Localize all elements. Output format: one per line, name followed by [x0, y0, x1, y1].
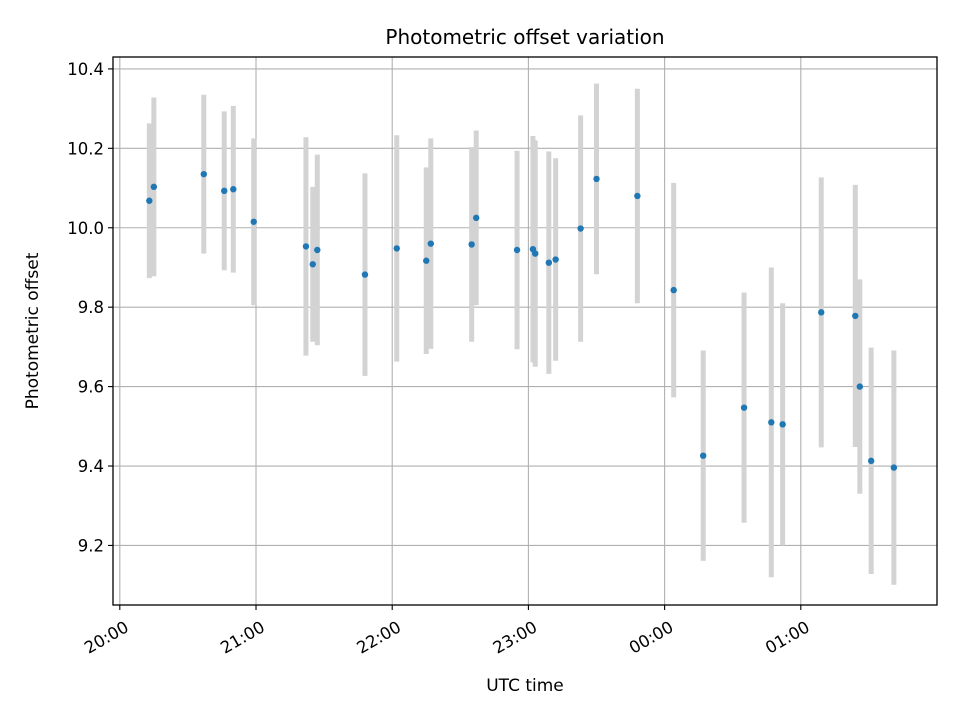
data-points	[146, 170, 898, 471]
data-point	[740, 404, 748, 411]
data-point	[856, 383, 864, 390]
data-point	[250, 218, 257, 225]
data-point	[818, 309, 825, 316]
y-axis-label: Photometric offset	[23, 252, 43, 409]
data-point	[513, 246, 521, 254]
data-point	[472, 214, 480, 222]
y-tick-label: 9.6	[78, 378, 104, 397]
data-point	[393, 245, 400, 252]
y-tick-label: 9.8	[78, 298, 104, 317]
data-point	[532, 250, 539, 257]
data-point	[314, 246, 321, 254]
data-point	[302, 243, 310, 250]
data-point	[423, 257, 430, 264]
y-tick-label: 10.0	[67, 219, 104, 238]
data-point	[146, 197, 153, 204]
data-point	[577, 225, 584, 232]
data-point	[852, 312, 859, 320]
data-point	[699, 452, 707, 459]
y-tick-label: 10.4	[67, 60, 104, 79]
plot-frame	[112, 56, 938, 606]
chart-title: Photometric offset variation	[385, 25, 664, 49]
data-point	[361, 271, 369, 278]
data-point	[200, 170, 207, 178]
x-axis-label: UTC time	[486, 676, 564, 696]
data-point	[552, 256, 559, 263]
y-tick-label: 9.2	[78, 536, 104, 555]
y-tick-label: 9.4	[78, 457, 104, 476]
data-point	[427, 240, 434, 247]
y-tick-label: 10.2	[67, 139, 104, 158]
data-point	[779, 421, 786, 428]
grid	[113, 57, 937, 605]
data-point	[867, 457, 875, 465]
data-point	[309, 261, 316, 268]
data-point	[468, 241, 475, 248]
data-point	[221, 187, 228, 195]
data-point	[150, 183, 158, 191]
data-point	[634, 192, 641, 200]
data-point	[890, 464, 898, 471]
data-point	[768, 419, 775, 426]
data-point	[230, 186, 237, 193]
data-point	[545, 259, 553, 266]
data-point	[593, 175, 600, 183]
data-point	[670, 286, 677, 294]
